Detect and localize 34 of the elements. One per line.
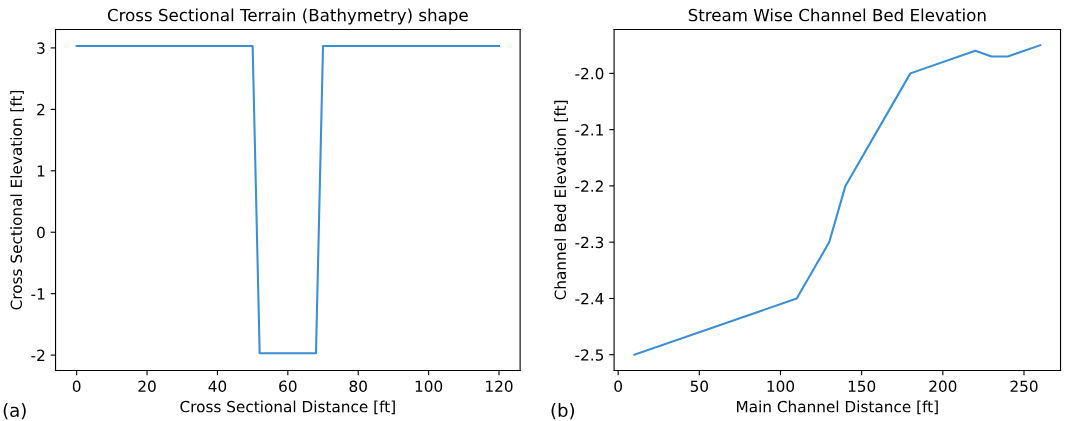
- y-tick-label: -2.3: [575, 236, 604, 249]
- x-axis-title: Main Channel Distance [ft]: [737, 400, 938, 415]
- y-tick-label: -2: [31, 349, 45, 361]
- y-tick-label: 3: [37, 42, 45, 54]
- text: (b): [551, 403, 575, 420]
- y-axis-title: Channel Bed Elevation [ft]: [554, 100, 568, 300]
- x-axis-title: Cross Sectional Distance [ft]: [180, 400, 395, 415]
- x-tick-label: 250: [1010, 380, 1038, 393]
- x-tick-label: 50: [690, 380, 709, 393]
- x-tick-label: 0: [72, 380, 81, 393]
- text: (a): [3, 403, 26, 420]
- y-tick-label: -2.0: [575, 67, 604, 80]
- x-tick-label: 80: [349, 380, 367, 393]
- x-tick-label: 120: [486, 380, 513, 393]
- y-tick-label: -2.2: [575, 180, 603, 192]
- x-tick-label: 200: [929, 380, 957, 393]
- y-tick-label: -2.4: [575, 292, 604, 305]
- x-tick-label: 100: [767, 380, 795, 393]
- y-tick-label: 1: [37, 165, 45, 177]
- chart-title: Cross Sectional Terrain (Bathymetry) shape: [107, 8, 468, 25]
- x-tick-label: 0: [614, 380, 622, 393]
- x-tick-label: 150: [848, 380, 876, 393]
- chart-title: Stream Wise Channel Bed Elevation: [688, 8, 986, 22]
- line-series: [633, 44, 1042, 356]
- x-tick-label: 40: [208, 380, 227, 393]
- x-tick-label: 60: [279, 380, 297, 393]
- y-tick-label: 2: [37, 103, 45, 116]
- y-tick-label: -2.1: [575, 124, 603, 136]
- x-tick-label: 20: [138, 380, 156, 393]
- y-tick-label: 0: [37, 226, 45, 239]
- x-tick-label: 100: [415, 380, 443, 393]
- y-tick-label: -2.5: [575, 349, 604, 361]
- y-tick-label: -1: [31, 288, 45, 300]
- y-axis-title: Cross Sectional Elevation [ft]: [10, 90, 24, 310]
